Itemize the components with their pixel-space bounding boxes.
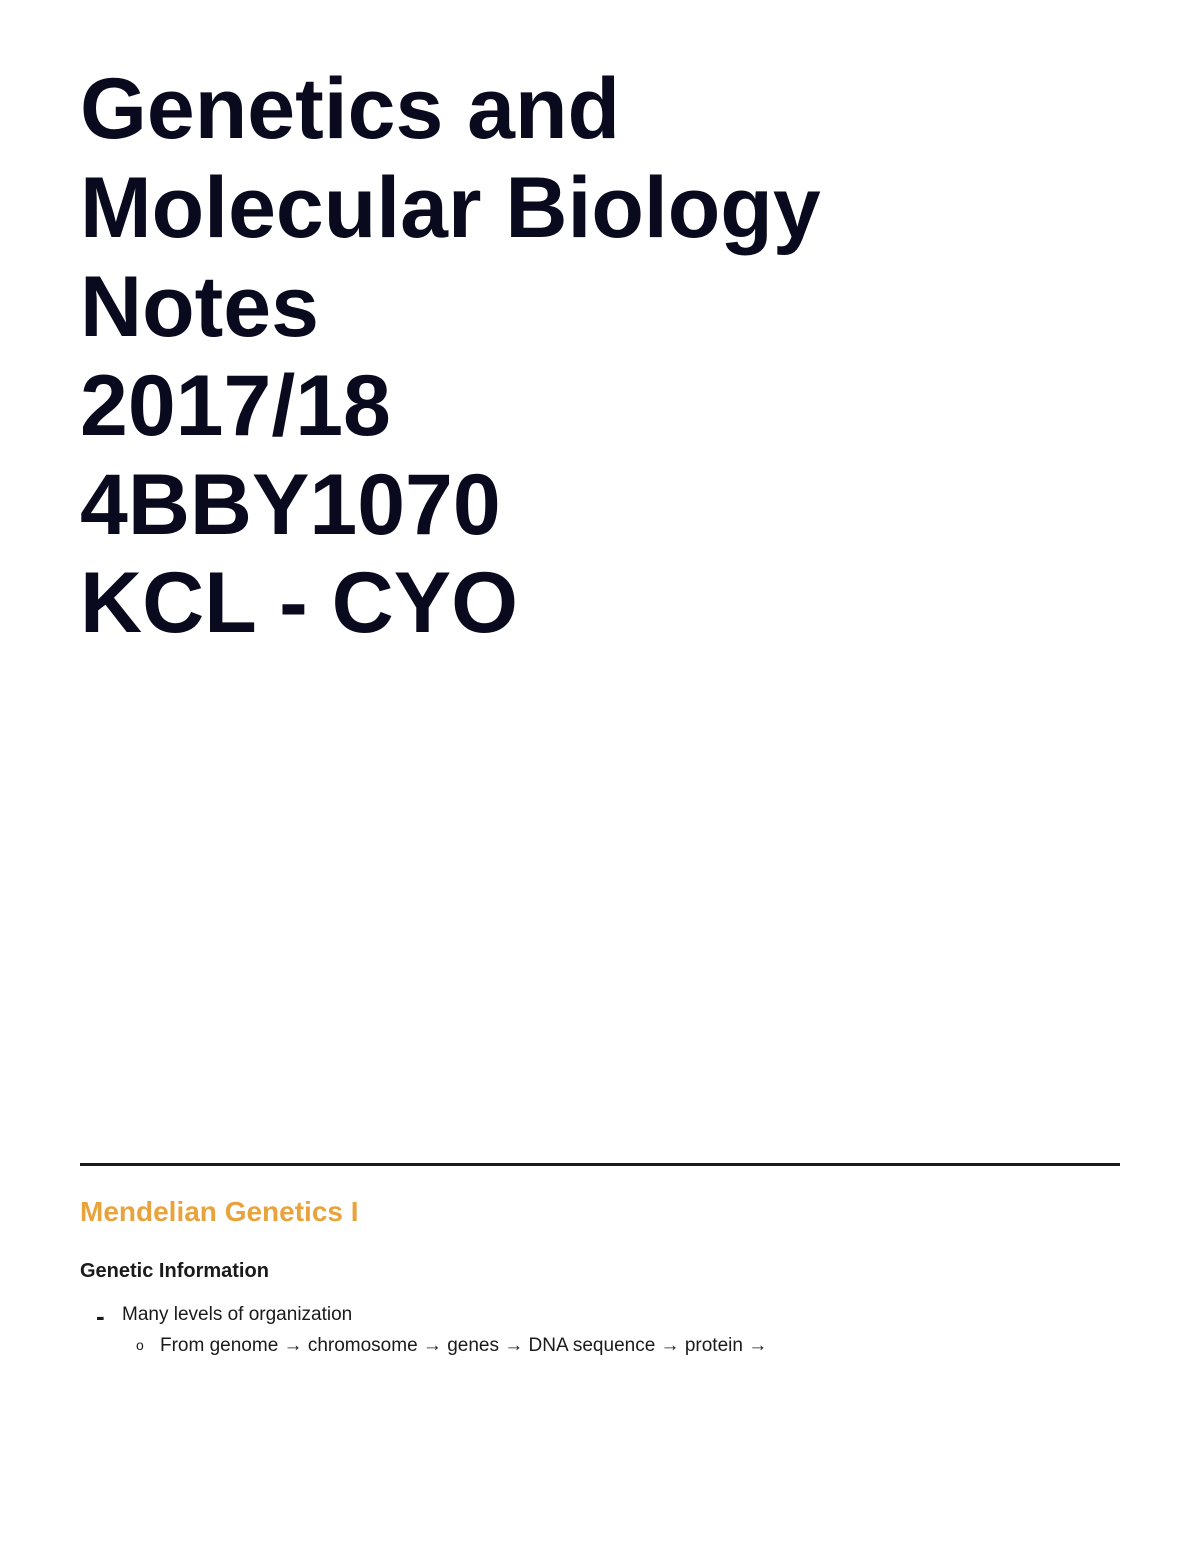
- title-line-2: Molecular Biology: [80, 159, 1120, 258]
- title-line-4: 2017/18: [80, 357, 1120, 456]
- bullet-list: Many levels of organization From genome …: [80, 1301, 1120, 1360]
- title-line-1: Genetics and: [80, 60, 1120, 159]
- bullet-text: Many levels of organization: [122, 1304, 352, 1325]
- section-heading: Mendelian Genetics I: [80, 1196, 1120, 1228]
- title-line-3: Notes: [80, 258, 1120, 357]
- document-title-block: Genetics and Molecular Biology Notes 201…: [80, 60, 1120, 653]
- sub-bullet-item: From genome → chromosome → genes → DNA s…: [160, 1332, 1120, 1361]
- title-line-5: 4BBY1070: [80, 456, 1120, 555]
- sub-bullet-list: From genome → chromosome → genes → DNA s…: [122, 1332, 1120, 1361]
- section-divider: [80, 1163, 1120, 1166]
- bullet-item: Many levels of organization From genome …: [122, 1301, 1120, 1360]
- subsection-heading: Genetic Information: [80, 1260, 1120, 1283]
- title-line-6: KCL - CYO: [80, 554, 1120, 653]
